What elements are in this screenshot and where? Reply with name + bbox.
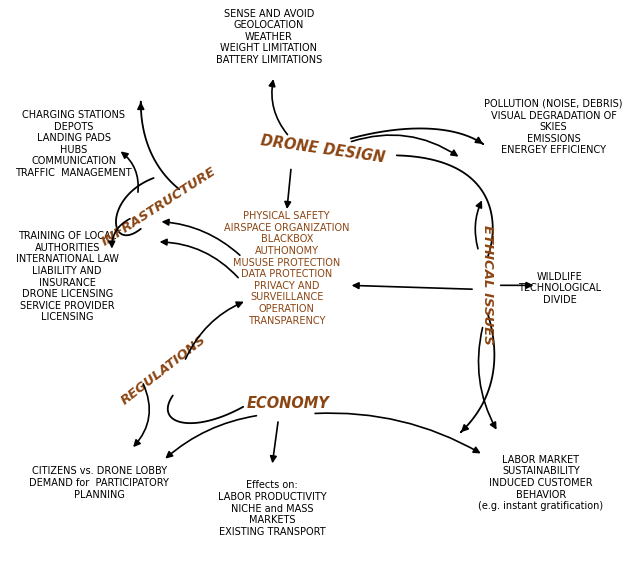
Text: Effects on:
LABOR PRODUCTIVITY
NICHE and MASS
MARKETS
EXISTING TRANSPORT: Effects on: LABOR PRODUCTIVITY NICHE and… [218, 480, 326, 537]
Text: ETHICAL ISSUES: ETHICAL ISSUES [481, 225, 494, 345]
Text: TRAINING OF LOCAL
AUTHORITIES
INTERNATIONAL LAW
LIABILITY AND
INSURANCE
DRONE LI: TRAINING OF LOCAL AUTHORITIES INTERNATIO… [16, 231, 118, 323]
Text: SENSE AND AVOID
GEOLOCATION
WEATHER
WEIGHT LIMITATION
BATTERY LIMITATIONS: SENSE AND AVOID GEOLOCATION WEATHER WEIG… [216, 8, 322, 65]
Text: CITIZENS vs. DRONE LOBBY
DEMAND for  PARTICIPATORY
PLANNING: CITIZENS vs. DRONE LOBBY DEMAND for PART… [29, 467, 169, 499]
Text: ECONOMY: ECONOMY [246, 397, 330, 411]
Text: INFRASTRUCTURE: INFRASTRUCTURE [99, 164, 218, 248]
Text: PHYSICAL SAFETY
AIRSPACE ORGANIZATION
BLACKBOX
AUTHONOMY
MUSUSE PROTECTION
DATA : PHYSICAL SAFETY AIRSPACE ORGANIZATION BL… [224, 211, 349, 325]
Text: REGULATIONS: REGULATIONS [118, 333, 208, 407]
Text: WILDLIFE
TECHNOLOGICAL
DIVIDE: WILDLIFE TECHNOLOGICAL DIVIDE [518, 272, 602, 305]
Text: LABOR MARKET
SUSTAINABILITY
INDUCED CUSTOMER
BEHAVIOR
(e.g. instant gratificatio: LABOR MARKET SUSTAINABILITY INDUCED CUST… [478, 455, 604, 511]
Text: CHARGING STATIONS
DEPOTS
LANDING PADS
HUBS
COMMUNICATION
TRAFFIC  MANAGEMENT: CHARGING STATIONS DEPOTS LANDING PADS HU… [15, 110, 132, 178]
Text: DRONE DESIGN: DRONE DESIGN [260, 133, 387, 166]
Text: POLLUTION (NOISE, DEBRIS)
VISUAL DEGRADATION OF
SKIES
EMISSIONS
ENERGEY EFFICIEN: POLLUTION (NOISE, DEBRIS) VISUAL DEGRADA… [484, 99, 623, 155]
